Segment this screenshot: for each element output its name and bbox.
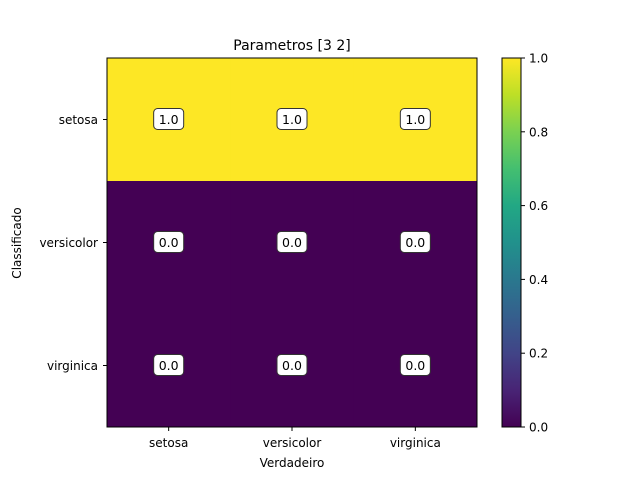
colorbar-tick-label: 1.0 <box>529 52 548 66</box>
cell-label-box <box>153 231 185 253</box>
x-tick-label: setosa <box>149 436 188 450</box>
cell-value-label: 1.0 <box>159 112 179 127</box>
cell-value-label: 0.0 <box>159 235 179 250</box>
y-tick-label: setosa <box>59 113 98 127</box>
cell-value-label: 0.0 <box>405 358 425 373</box>
y-axis-label: Classificado <box>10 207 24 278</box>
x-axis-ticks: setosa versicolor virginica <box>149 427 441 450</box>
y-tick-label: versicolor <box>39 236 98 250</box>
cell-value-label: 0.0 <box>159 358 179 373</box>
cell-label-box <box>399 108 431 130</box>
colorbar-tick-label: 0.8 <box>529 125 548 139</box>
heatmap-cell-labels: 1.0 1.0 1.0 0.0 0.0 0.0 0.0 0.0 0.0 <box>153 108 431 376</box>
cell-label-box <box>153 354 185 376</box>
x-axis-label: Verdadeiro <box>260 456 325 470</box>
colorbar-tick-label: 0.4 <box>529 273 548 287</box>
cell-value-label: 1.0 <box>405 112 425 127</box>
cell-value-label: 0.0 <box>282 358 302 373</box>
cell-label-box <box>276 231 308 253</box>
chart-title: Parametros [3 2] <box>233 38 350 54</box>
colorbar-ticks: 0.0 0.2 0.4 0.6 0.8 1.0 <box>521 52 548 435</box>
colorbar <box>501 57 522 428</box>
colorbar-tick-label: 0.0 <box>529 421 548 435</box>
colorbar-tick-label: 0.6 <box>529 199 548 213</box>
x-tick-label: virginica <box>390 436 441 450</box>
cell-label-box <box>276 354 308 376</box>
x-tick-label: versicolor <box>263 436 322 450</box>
colorbar-tick-label: 0.2 <box>529 347 548 361</box>
cell-label-box <box>153 108 185 130</box>
y-axis-ticks: setosa versicolor virginica <box>39 113 107 373</box>
cell-label-box <box>276 108 308 130</box>
cell-value-label: 1.0 <box>282 112 302 127</box>
cell-label-box <box>399 231 431 253</box>
cell-value-label: 0.0 <box>405 235 425 250</box>
cell-label-box <box>399 354 431 376</box>
y-tick-label: virginica <box>47 359 98 373</box>
cell-value-label: 0.0 <box>282 235 302 250</box>
